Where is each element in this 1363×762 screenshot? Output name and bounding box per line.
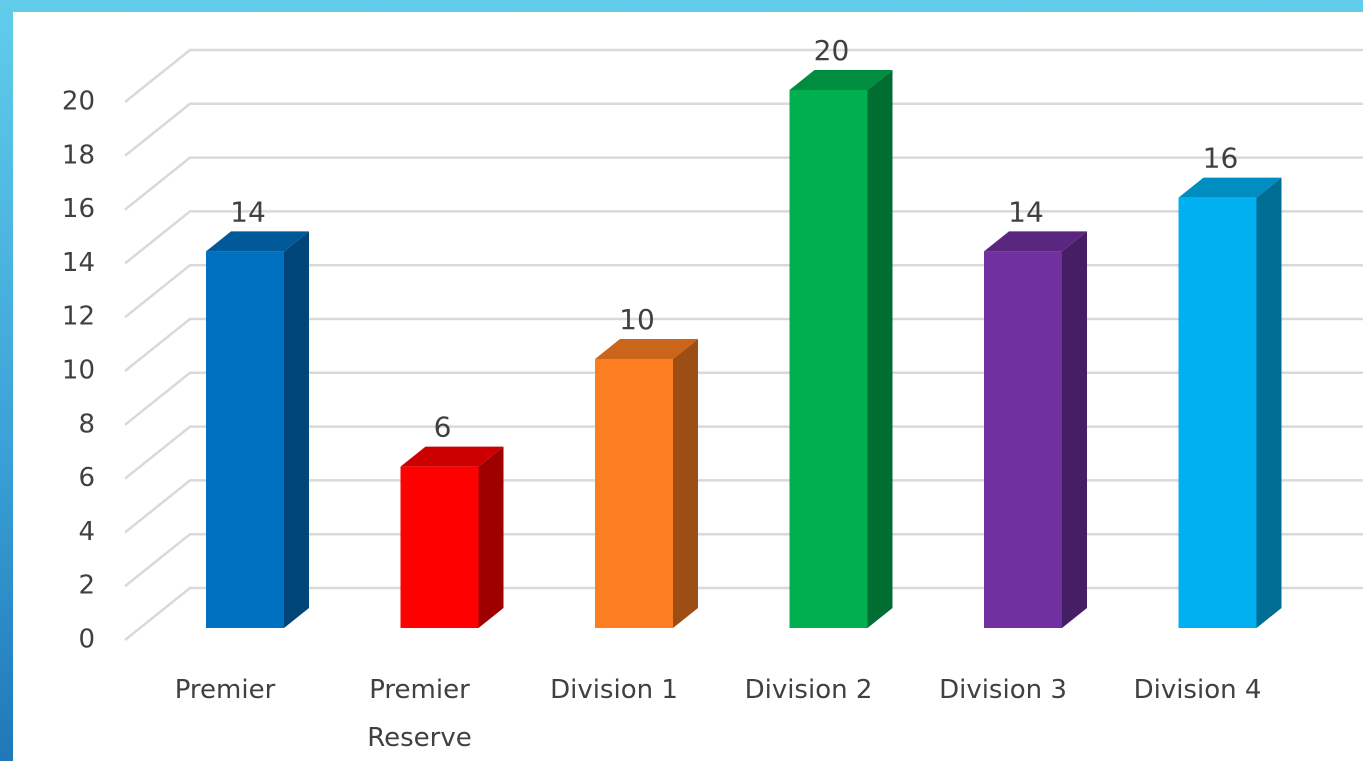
x-tick-label: Division 4 [1133, 675, 1262, 705]
y-tick-label: 6 [78, 463, 95, 493]
bar [984, 231, 1087, 628]
bar-face [673, 339, 698, 628]
bar-face [595, 359, 673, 628]
bar [206, 231, 309, 628]
grid-line [124, 586, 1363, 641]
y-tick-label: 12 [62, 302, 95, 332]
value-label: 20 [814, 34, 850, 67]
grid-line [124, 48, 1363, 103]
grid-line [124, 156, 1363, 211]
grid-line [124, 210, 1363, 265]
bar-face [984, 251, 1062, 628]
bar-face [1178, 197, 1257, 628]
y-tick-label: 2 [78, 571, 95, 601]
value-label: 16 [1203, 142, 1239, 175]
bar-face [984, 231, 1087, 252]
bar-face [400, 446, 504, 467]
bar-face [400, 466, 479, 628]
bar-face [284, 231, 309, 628]
y-tick-label: 14 [62, 248, 95, 278]
bar-face [478, 446, 504, 628]
grid-line [124, 317, 1363, 372]
y-tick-label: 18 [62, 140, 95, 170]
bar [400, 446, 504, 628]
bar-face [595, 339, 698, 359]
y-tick-label: 4 [78, 517, 95, 547]
grid-line [124, 425, 1363, 480]
y-tick-label: 20 [62, 87, 95, 117]
y-tick-label: 16 [62, 194, 95, 224]
x-tick-label: Premier [174, 675, 276, 705]
bar-face [789, 90, 868, 628]
bar-face [1178, 177, 1282, 198]
bar-face [867, 70, 893, 628]
grid-line [124, 371, 1363, 426]
grid-line [124, 532, 1363, 588]
bar-face [206, 231, 309, 252]
bar [789, 70, 893, 628]
grid-line [124, 102, 1363, 157]
bar-face [789, 70, 893, 90]
x-tick-label: Division 2 [744, 675, 873, 705]
x-tick-label: Premier Reserve [367, 675, 472, 753]
grid-line [124, 479, 1363, 534]
value-label: 6 [434, 411, 452, 444]
x-tick-label: Division 1 [550, 675, 678, 705]
y-tick-label: 0 [78, 625, 95, 655]
value-label: 14 [230, 195, 266, 228]
bar-face [1062, 231, 1087, 628]
bar-face [1256, 177, 1282, 628]
bar [595, 339, 698, 628]
grid-line [124, 263, 1363, 319]
value-label: 10 [619, 303, 655, 336]
value-label: 14 [1008, 195, 1044, 228]
bar-face [206, 251, 284, 628]
bar [1178, 177, 1282, 628]
y-tick-label: 8 [78, 409, 95, 439]
x-tick-label: Division 3 [939, 675, 1067, 705]
y-tick-label: 10 [62, 356, 95, 386]
